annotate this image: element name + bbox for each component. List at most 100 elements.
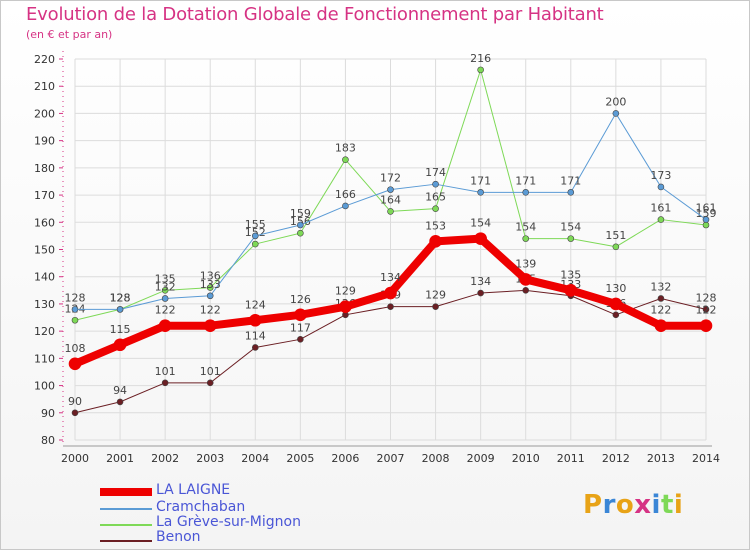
data-label-benon: 128 <box>696 291 717 304</box>
data-label-la-gr-ve-sur-mignon: 135 <box>155 272 176 285</box>
data-point-la-laigne <box>519 273 533 286</box>
x-tick-label: 2003 <box>196 452 224 465</box>
legend-label-la-laigne: LA LAIGNE <box>156 482 231 498</box>
data-point-la-gr-ve-sur-mignon <box>297 229 304 237</box>
data-point-la-laigne <box>113 338 127 352</box>
data-point-la-gr-ve-sur-mignon <box>432 205 439 212</box>
x-tick-label: 2006 <box>331 452 359 465</box>
data-point-la-laigne <box>68 357 82 371</box>
data-label-la-gr-ve-sur-mignon: 159 <box>696 207 717 220</box>
data-label-benon: 101 <box>200 365 221 378</box>
data-point-benon <box>297 336 304 343</box>
data-point-la-laigne <box>294 308 307 322</box>
data-label-la-gr-ve-sur-mignon: 161 <box>650 202 671 215</box>
y-tick-label: 170 <box>34 189 55 202</box>
data-label-la-laigne: 139 <box>515 257 536 270</box>
y-tick-label: 180 <box>34 162 55 175</box>
data-label-cramchaban: 155 <box>245 218 266 231</box>
y-tick-label: 150 <box>34 244 55 257</box>
data-label-cramchaban: 132 <box>155 280 176 293</box>
data-point-benon <box>477 289 484 297</box>
legend-label-cramchaban: Cramchaban <box>156 499 246 515</box>
x-tick-label: 2004 <box>241 452 269 465</box>
data-label-la-gr-ve-sur-mignon: 154 <box>515 221 536 234</box>
data-label-la-laigne: 122 <box>696 304 717 317</box>
data-point-la-gr-ve-sur-mignon <box>71 316 79 324</box>
chart-subtitle: (en € et par an) <box>26 28 113 41</box>
data-point-la-laigne <box>564 284 578 297</box>
logo-letter: o <box>615 490 635 520</box>
logo-letter: r <box>602 490 616 520</box>
data-point-la-gr-ve-sur-mignon <box>567 235 575 242</box>
line-chart: 8090100110120130140150160170180190200210… <box>34 51 720 465</box>
data-label-la-laigne: 115 <box>110 323 131 336</box>
data-label-la-gr-ve-sur-mignon: 165 <box>425 191 446 204</box>
data-label-cramchaban: 171 <box>515 174 536 187</box>
data-label-la-gr-ve-sur-mignon: 164 <box>380 193 401 206</box>
data-label-benon: 132 <box>650 280 671 293</box>
data-label-benon: 101 <box>155 365 176 378</box>
data-point-la-laigne <box>699 319 713 333</box>
data-point-cramchaban <box>161 295 169 302</box>
data-label-cramchaban: 133 <box>200 278 221 291</box>
data-point-la-laigne <box>339 300 352 313</box>
y-tick-label: 120 <box>34 325 55 338</box>
data-point-la-gr-ve-sur-mignon <box>251 240 259 248</box>
y-tick-label: 110 <box>34 352 55 365</box>
data-point-la-gr-ve-sur-mignon <box>206 284 214 291</box>
logo-letter: P <box>583 490 603 520</box>
data-label-benon: 129 <box>425 289 446 302</box>
data-point-benon <box>657 295 665 302</box>
x-tick-label: 2005 <box>286 452 314 465</box>
data-point-cramchaban <box>206 292 214 300</box>
data-point-cramchaban <box>612 110 620 117</box>
data-label-la-laigne: 130 <box>605 282 626 295</box>
data-point-cramchaban <box>522 189 530 196</box>
data-label-cramchaban: 128 <box>65 291 86 304</box>
data-point-benon <box>71 409 79 417</box>
data-label-la-laigne: 124 <box>245 298 266 311</box>
data-label-la-laigne: 153 <box>425 219 446 232</box>
logo-letter: i <box>651 490 661 520</box>
data-label-cramchaban: 166 <box>335 188 356 201</box>
data-point-la-gr-ve-sur-mignon <box>161 287 169 294</box>
y-tick-label: 190 <box>34 135 55 148</box>
logo-letter: i <box>673 490 684 520</box>
data-point-la-gr-ve-sur-mignon <box>522 235 530 242</box>
legend-line-la-laigne <box>100 488 152 496</box>
legend-label-la-greve: La Grève-sur-Mignon <box>156 514 301 530</box>
data-point-benon <box>206 379 214 387</box>
chart-title: Evolution de la Dotation Globale de Fonc… <box>26 4 604 25</box>
x-tick-label: 2011 <box>557 452 585 465</box>
data-point-la-laigne <box>384 286 397 300</box>
data-point-la-gr-ve-sur-mignon <box>387 208 394 215</box>
logo-letter: t <box>660 490 674 520</box>
data-point-benon <box>522 287 530 294</box>
x-tick-label: 2002 <box>151 452 179 465</box>
data-point-la-laigne <box>429 235 442 248</box>
data-label-benon: 114 <box>245 329 266 342</box>
data-label-benon: 90 <box>68 395 82 408</box>
data-label-cramchaban: 161 <box>696 202 717 215</box>
data-label-la-laigne: 129 <box>335 285 356 298</box>
data-label-la-gr-ve-sur-mignon: 128 <box>110 291 131 304</box>
data-point-la-laigne <box>203 319 217 333</box>
y-tick-label: 160 <box>34 216 55 229</box>
data-point-cramchaban <box>702 216 710 223</box>
data-label-la-laigne: 122 <box>155 304 176 317</box>
data-label-benon: 134 <box>470 275 491 288</box>
x-tick-label: 2010 <box>512 452 540 465</box>
data-point-benon <box>161 379 169 387</box>
y-tick-label: 200 <box>34 107 55 120</box>
data-label-la-laigne: 122 <box>650 304 671 317</box>
data-point-la-gr-ve-sur-mignon <box>612 243 620 251</box>
data-point-la-gr-ve-sur-mignon <box>702 221 710 229</box>
data-point-cramchaban <box>71 306 79 313</box>
data-label-cramchaban: 171 <box>470 174 491 187</box>
data-label-la-laigne: 135 <box>560 268 581 281</box>
data-label-cramchaban: 174 <box>425 166 446 179</box>
legend-line-benon <box>100 540 152 542</box>
data-label-la-laigne: 134 <box>380 271 401 284</box>
data-point-benon <box>612 311 620 319</box>
data-point-la-gr-ve-sur-mignon <box>657 216 665 223</box>
